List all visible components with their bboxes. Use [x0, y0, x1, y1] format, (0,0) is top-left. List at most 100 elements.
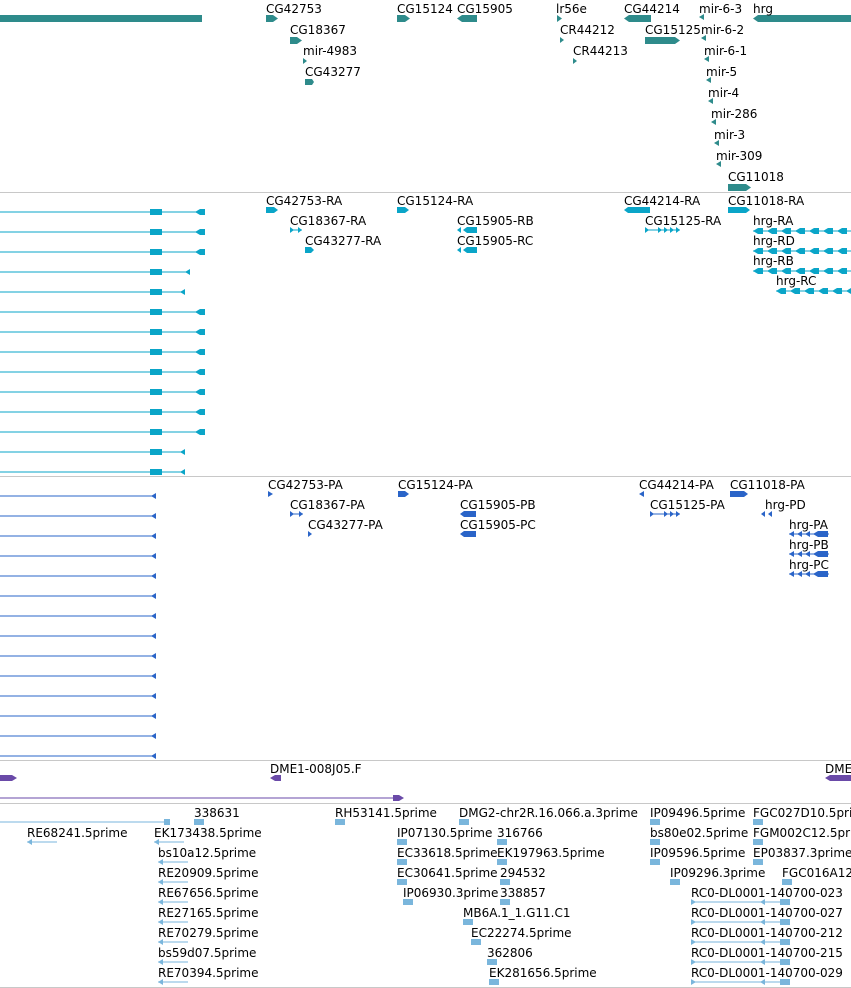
est-feature-label[interactable]: bs80e02.5prime — [650, 826, 749, 840]
gene-feature-label[interactable]: mir-6-1 — [704, 44, 748, 58]
gene-feature-label[interactable]: hrg — [753, 2, 773, 16]
gene-feature-label[interactable]: CG15124 — [397, 2, 453, 16]
transcript-feature-label[interactable]: hrg-RC — [776, 274, 817, 288]
transcript-feature-label[interactable]: hrg-RA — [753, 214, 794, 228]
gene-feature-label[interactable]: CG43277 — [305, 65, 361, 79]
est-feature-label[interactable]: RH53141.5prime — [335, 806, 437, 820]
protein-feature-label[interactable]: CG15124-PA — [398, 478, 473, 492]
protein-exon — [818, 531, 828, 537]
est-feature-label[interactable]: FGC016A12 — [782, 866, 851, 880]
protein-arrow — [813, 551, 818, 557]
est-feature-label[interactable]: RE68241.5prime — [27, 826, 128, 840]
est-feature-label[interactable]: EK197963.5prime — [497, 846, 605, 860]
gene-feature-label[interactable]: CR44213 — [573, 44, 628, 58]
gene-feature-label[interactable]: mir-4 — [708, 86, 740, 100]
transcript-feature-label[interactable]: hrg-RB — [753, 254, 794, 268]
est-feature-label[interactable]: 362806 — [487, 946, 533, 960]
protein-feature-label[interactable]: CG15905-PC — [460, 518, 536, 532]
protein-feature-label[interactable]: CG44214-PA — [639, 478, 714, 492]
est-feature-label[interactable]: RC0-DL0001-140700-029 — [691, 966, 843, 980]
est-feature-label[interactable]: RE70394.5prime — [158, 966, 259, 980]
est-feature-label[interactable]: 338631 — [194, 806, 240, 820]
protein-feature-label[interactable]: hrg-PB — [789, 538, 829, 552]
transcript-feature-label[interactable]: hrg-RD — [753, 234, 795, 248]
est-feature-label[interactable]: 338857 — [500, 886, 546, 900]
est-feature-label[interactable]: bs59d07.5prime — [158, 946, 257, 960]
est-feature-label[interactable]: IP07130.5prime — [397, 826, 493, 840]
transcript-arrow — [781, 228, 786, 234]
est-feature-label[interactable]: 316766 — [497, 826, 543, 840]
est-feature-label[interactable]: RE70279.5prime — [158, 926, 259, 940]
est-feature-label[interactable]: RC0-DL0001-140700-215 — [691, 946, 843, 960]
transcript-feature-label[interactable]: CG18367-RA — [290, 214, 367, 228]
gene-feature-label[interactable]: mir-286 — [711, 107, 758, 121]
gene-feature-label[interactable]: CR44212 — [560, 23, 615, 37]
est-feature-label[interactable]: EC22274.5prime — [471, 926, 572, 940]
est-feature-label[interactable]: EP03837.3prime — [753, 846, 851, 860]
est-feature-label[interactable]: IP06930.3prime — [403, 886, 499, 900]
est-feature-label[interactable]: IP09296.3prime — [670, 866, 766, 880]
est-feature-label[interactable]: RC0-DL0001-140700-023 — [691, 886, 843, 900]
est-feature-label[interactable]: 294532 — [500, 866, 546, 880]
est-feature-label[interactable]: DMG2-chr2R.16.066.a.3prime — [459, 806, 638, 820]
transcript-feature-label[interactable]: CG42753-RA — [266, 194, 343, 208]
transcript-feature-label[interactable]: CG15905-RC — [457, 234, 534, 248]
gene-feature-label[interactable]: mir-309 — [716, 149, 763, 163]
gene-feature-label[interactable]: mir-6-2 — [701, 23, 745, 37]
track-divider — [0, 476, 851, 477]
transcript-feature-label[interactable]: CG15905-RB — [457, 214, 534, 228]
est-feature-label[interactable]: RE20909.5prime — [158, 866, 259, 880]
est-feature-label[interactable]: RE67656.5prime — [158, 886, 259, 900]
est-feature-label[interactable]: EC33618.5prime — [397, 846, 498, 860]
clone-arrow — [393, 795, 404, 801]
est-arrow — [158, 959, 163, 965]
est-feature-label[interactable]: RC0-DL0001-140700-212 — [691, 926, 843, 940]
clone-arrow — [0, 775, 17, 781]
gene-feature-label[interactable]: mir-6-3 — [699, 2, 743, 16]
gene-feature-label[interactable]: CG11018 — [728, 170, 784, 184]
est-feature-label[interactable]: IP09596.5prime — [650, 846, 746, 860]
est-feature-label[interactable]: FGM002C12.5prime — [753, 826, 851, 840]
gene-feature-label[interactable]: CG15125 — [645, 23, 701, 37]
gene-feature-label[interactable]: CG42753 — [266, 2, 322, 16]
est-arrow — [760, 899, 765, 905]
protein-feature-label[interactable]: CG18367-PA — [290, 498, 365, 512]
gene-feature-label[interactable]: mir-5 — [706, 65, 738, 79]
gene-feature-label[interactable]: CG15905 — [457, 2, 513, 16]
est-feature-label[interactable]: EK281656.5prime — [489, 966, 597, 980]
est-feature-label[interactable]: bs10a12.5prime — [158, 846, 257, 860]
est-exon — [753, 859, 763, 865]
est-feature-label[interactable]: MB6A.1_1.G11.C1 — [463, 906, 571, 920]
protein-feature-label[interactable]: CG43277-PA — [308, 518, 383, 532]
protein-feature-label[interactable]: CG11018-PA — [730, 478, 805, 492]
transcript-feature-label[interactable]: CG43277-RA — [305, 234, 382, 248]
est-feature-label[interactable]: EK173438.5prime — [154, 826, 262, 840]
gene-feature-label[interactable]: CG44214 — [624, 2, 680, 16]
gene-feature-label[interactable]: CG18367 — [290, 23, 346, 37]
protein-feature-label[interactable]: hrg-PD — [765, 498, 806, 512]
est-feature-label[interactable]: RC0-DL0001-140700-027 — [691, 906, 843, 920]
transcript-arrow — [837, 228, 842, 234]
est-feature-label[interactable]: IP09496.5prime — [650, 806, 746, 820]
protein-feature-label[interactable]: hrg-PA — [789, 518, 828, 532]
protein-arrow — [797, 531, 802, 537]
transcript-feature-label[interactable]: CG11018-RA — [728, 194, 805, 208]
clone-feature-label[interactable]: DME — [825, 762, 851, 776]
transcript-feature-label[interactable]: CG15125-RA — [645, 214, 722, 228]
gene-feature-label[interactable]: lr56e — [556, 2, 587, 16]
protein-feature-label[interactable]: CG15125-PA — [650, 498, 725, 512]
gene-feature-label[interactable]: mir-3 — [714, 128, 746, 142]
transcript-arrow — [818, 288, 823, 294]
track-divider — [0, 760, 851, 761]
est-feature-label[interactable]: RE27165.5prime — [158, 906, 259, 920]
transcript-feature-label[interactable]: CG15124-RA — [397, 194, 474, 208]
gene-feature-label[interactable]: mir-4983 — [303, 44, 358, 58]
clone-feature-label[interactable]: DME1-008J05.F — [270, 762, 362, 776]
transcript-feature-label[interactable]: CG44214-RA — [624, 194, 701, 208]
protein-arrow — [151, 753, 156, 759]
protein-feature-label[interactable]: CG15905-PB — [460, 498, 536, 512]
protein-feature-label[interactable]: hrg-PC — [789, 558, 829, 572]
est-feature-label[interactable]: FGC027D10.5prime — [753, 806, 851, 820]
protein-feature-label[interactable]: CG42753-PA — [268, 478, 343, 492]
est-feature-label[interactable]: EC30641.5prime — [397, 866, 498, 880]
